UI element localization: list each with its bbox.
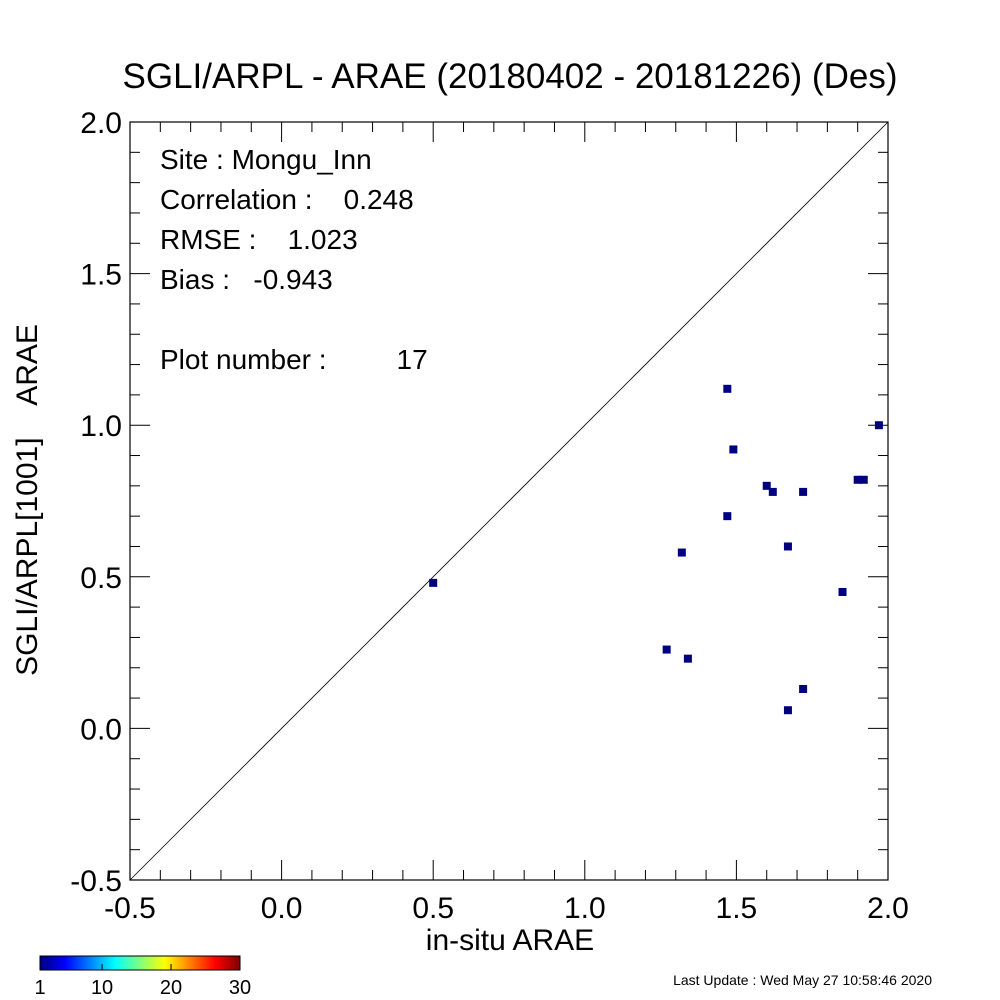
x-tick-label: 1.5 xyxy=(716,892,758,925)
axis-ticks xyxy=(129,121,889,881)
plot-frame xyxy=(129,121,889,881)
stats-annotation: Site : Mongu_Inn Correlation : 0.248 RMS… xyxy=(160,144,428,375)
last-update: Last Update : Wed May 27 10:58:46 2020 xyxy=(673,972,932,988)
correlation-label: Correlation : 0.248 xyxy=(160,184,414,215)
data-point xyxy=(677,548,686,557)
data-point xyxy=(799,487,808,496)
data-point xyxy=(723,512,732,521)
colorbar-tick-label: 1 xyxy=(34,977,45,999)
data-point xyxy=(723,384,732,393)
x-axis-label: in-situ ARAE xyxy=(426,924,594,957)
chart-title: SGLI/ARPL - ARAE (20180402 - 20181226) (… xyxy=(123,57,898,96)
data-point xyxy=(683,654,692,663)
y-tick-label: 0.0 xyxy=(80,713,122,746)
colorbar-tick-label: 10 xyxy=(91,977,113,999)
x-tick-label: 0.0 xyxy=(261,892,303,925)
x-tick-label: 0.5 xyxy=(412,892,454,925)
data-point xyxy=(783,706,792,715)
plot-number-label: Plot number : 17 xyxy=(160,344,428,375)
bias-label: Bias : -0.943 xyxy=(160,264,333,295)
x-tick-label: 1.0 xyxy=(564,892,606,925)
data-point xyxy=(768,487,777,496)
data-point xyxy=(662,645,671,654)
data-point xyxy=(838,587,847,596)
data-point xyxy=(853,475,862,484)
data-point xyxy=(874,421,883,430)
data-point xyxy=(799,684,808,693)
one-to-one-line xyxy=(129,121,889,881)
y-tick-label: -0.5 xyxy=(70,865,122,898)
data-point xyxy=(859,475,868,484)
colorbar-tick-label: 20 xyxy=(160,977,182,999)
data-point xyxy=(729,445,738,454)
colorbar xyxy=(39,955,241,971)
rmse-label: RMSE : 1.023 xyxy=(160,224,358,255)
y-tick-label: 1.5 xyxy=(80,259,122,292)
x-tick-label: -0.5 xyxy=(104,892,156,925)
y-tick-label: 0.5 xyxy=(80,562,122,595)
y-tick-label: 2.0 xyxy=(80,107,122,140)
y-tick-label: 1.0 xyxy=(80,410,122,443)
data-point xyxy=(783,542,792,551)
y-axis-label: SGLI/ARPL[1001] ARAE xyxy=(11,324,44,676)
data-point xyxy=(762,481,771,490)
colorbar-tick-label: 30 xyxy=(229,977,251,999)
site-label: Site : Mongu_Inn xyxy=(160,144,372,175)
data-points xyxy=(429,384,883,715)
axis-tick-labels: -0.5 0.0 0.5 1.0 1.5 2.0 -0.5 0.0 0.5 1.0 1.5 2.0 xyxy=(70,107,909,925)
data-point xyxy=(429,578,438,587)
x-tick-label: 2.0 xyxy=(867,892,909,925)
colorbar-ticks: 1 10 20 30 xyxy=(34,964,251,999)
